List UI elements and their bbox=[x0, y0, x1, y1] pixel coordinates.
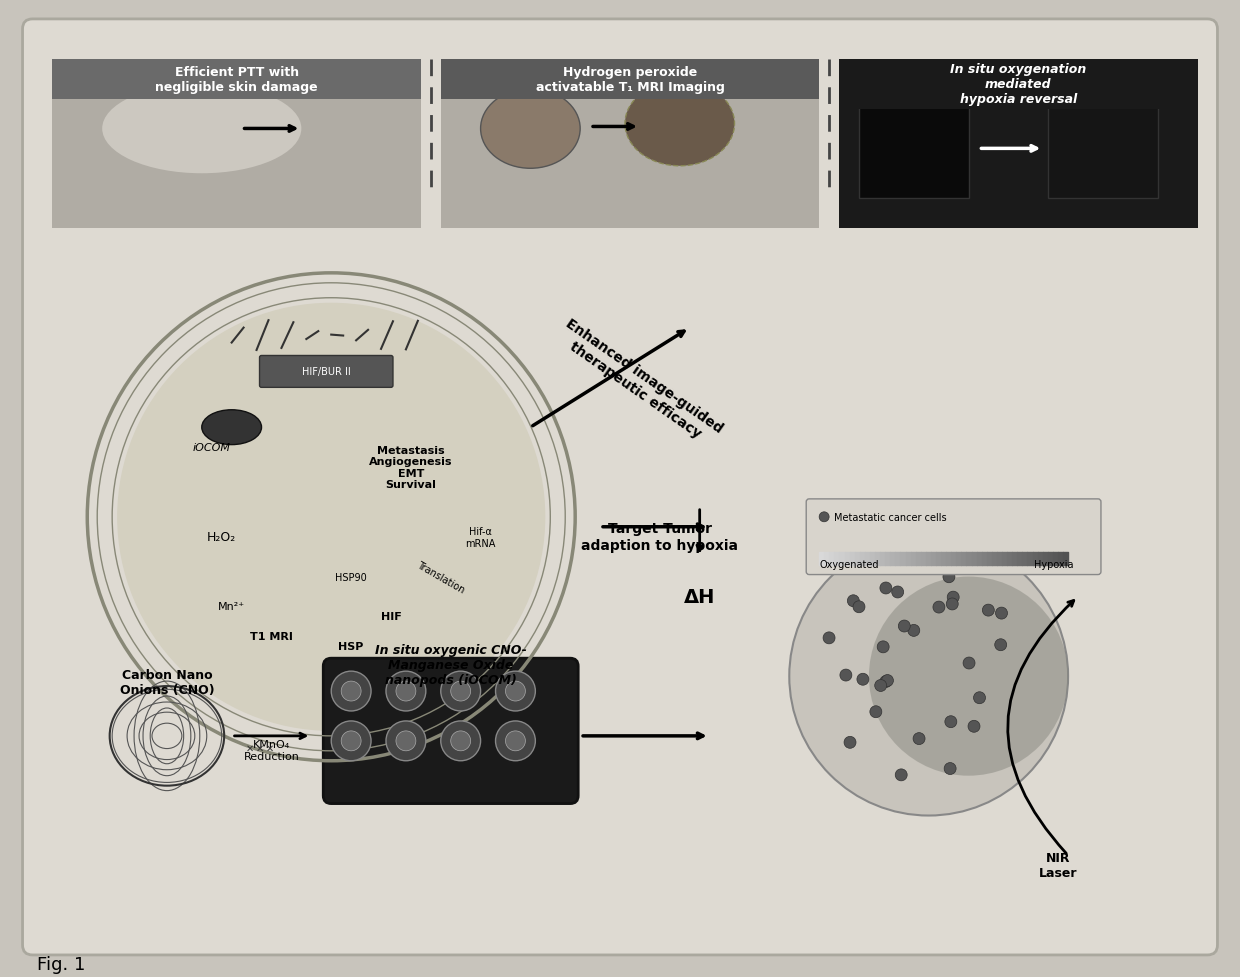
FancyBboxPatch shape bbox=[259, 357, 393, 388]
Circle shape bbox=[892, 586, 904, 598]
Circle shape bbox=[820, 512, 830, 523]
Circle shape bbox=[396, 731, 415, 751]
Circle shape bbox=[870, 706, 882, 718]
Text: HSP90: HSP90 bbox=[335, 572, 367, 582]
Text: Enhanced image-guided
therapeutic efficacy: Enhanced image-guided therapeutic effica… bbox=[554, 317, 725, 449]
Circle shape bbox=[396, 681, 415, 701]
Text: Fig. 1: Fig. 1 bbox=[37, 955, 86, 973]
Text: Hif-α
mRNA: Hif-α mRNA bbox=[465, 527, 496, 548]
Circle shape bbox=[932, 602, 945, 614]
FancyBboxPatch shape bbox=[839, 60, 1198, 229]
Circle shape bbox=[874, 680, 887, 692]
Circle shape bbox=[857, 673, 869, 686]
Circle shape bbox=[944, 763, 956, 775]
Circle shape bbox=[968, 721, 980, 733]
Circle shape bbox=[117, 304, 546, 731]
Circle shape bbox=[996, 608, 1007, 619]
Circle shape bbox=[440, 671, 481, 711]
Text: ✕: ✕ bbox=[265, 743, 274, 753]
Circle shape bbox=[386, 671, 425, 711]
Circle shape bbox=[844, 737, 856, 748]
Text: ✕: ✕ bbox=[246, 743, 254, 753]
Text: HSP: HSP bbox=[339, 642, 363, 652]
FancyBboxPatch shape bbox=[324, 658, 578, 804]
Circle shape bbox=[839, 669, 852, 681]
Circle shape bbox=[913, 733, 925, 744]
Circle shape bbox=[963, 658, 975, 669]
Circle shape bbox=[853, 601, 866, 614]
Text: Hydrogen peroxide
activatable T₁ MRI Imaging: Hydrogen peroxide activatable T₁ MRI Ima… bbox=[536, 65, 724, 94]
Text: Efficient PTT with
negligible skin damage: Efficient PTT with negligible skin damag… bbox=[155, 65, 317, 94]
Ellipse shape bbox=[102, 85, 301, 174]
Text: Carbon Nano
Onions (CNO): Carbon Nano Onions (CNO) bbox=[119, 668, 215, 697]
Circle shape bbox=[877, 641, 889, 654]
Circle shape bbox=[994, 639, 1007, 651]
Circle shape bbox=[942, 572, 955, 583]
FancyBboxPatch shape bbox=[1048, 100, 1158, 199]
FancyBboxPatch shape bbox=[52, 60, 420, 229]
Text: Target Tumor
adaption to hypoxia: Target Tumor adaption to hypoxia bbox=[582, 522, 738, 552]
Text: In situ oxygenation
mediated
hypoxia reversal: In situ oxygenation mediated hypoxia rev… bbox=[950, 64, 1086, 106]
Circle shape bbox=[496, 721, 536, 761]
Circle shape bbox=[496, 671, 536, 711]
Circle shape bbox=[908, 624, 920, 637]
Text: T1 MRI: T1 MRI bbox=[250, 632, 293, 642]
Circle shape bbox=[331, 721, 371, 761]
Circle shape bbox=[341, 731, 361, 751]
Text: H₂O₂: H₂O₂ bbox=[207, 531, 237, 543]
Ellipse shape bbox=[481, 90, 580, 169]
Circle shape bbox=[506, 681, 526, 701]
Circle shape bbox=[440, 721, 481, 761]
Circle shape bbox=[450, 731, 471, 751]
Circle shape bbox=[341, 681, 361, 701]
Text: KMnO₄
Reduction: KMnO₄ Reduction bbox=[243, 740, 299, 761]
FancyBboxPatch shape bbox=[859, 100, 968, 199]
Text: Oxygenated: Oxygenated bbox=[820, 559, 879, 569]
Text: ✕: ✕ bbox=[255, 743, 264, 753]
Circle shape bbox=[946, 598, 959, 611]
Circle shape bbox=[331, 671, 371, 711]
FancyBboxPatch shape bbox=[440, 60, 820, 229]
Circle shape bbox=[450, 681, 471, 701]
Ellipse shape bbox=[202, 410, 262, 446]
Ellipse shape bbox=[625, 82, 734, 167]
FancyBboxPatch shape bbox=[839, 60, 1198, 109]
Circle shape bbox=[895, 769, 908, 781]
Text: HIF: HIF bbox=[381, 612, 402, 621]
Text: Hypoxia: Hypoxia bbox=[1034, 559, 1073, 569]
FancyBboxPatch shape bbox=[440, 60, 820, 100]
Ellipse shape bbox=[790, 537, 1068, 816]
Text: Translation: Translation bbox=[415, 559, 466, 595]
Text: HIF/BUR II: HIF/BUR II bbox=[301, 367, 351, 377]
Circle shape bbox=[882, 675, 893, 687]
Circle shape bbox=[982, 605, 994, 616]
Text: Mn²⁺: Mn²⁺ bbox=[218, 602, 246, 612]
Circle shape bbox=[973, 692, 986, 704]
Circle shape bbox=[847, 595, 859, 607]
Text: NIR
Laser: NIR Laser bbox=[1039, 851, 1078, 879]
Text: iOCOM: iOCOM bbox=[192, 443, 231, 452]
Circle shape bbox=[880, 676, 892, 688]
FancyBboxPatch shape bbox=[806, 499, 1101, 575]
Text: ΔH: ΔH bbox=[684, 587, 715, 607]
Circle shape bbox=[947, 591, 960, 604]
FancyBboxPatch shape bbox=[52, 60, 420, 100]
Text: Metastatic cancer cells: Metastatic cancer cells bbox=[835, 512, 946, 523]
Circle shape bbox=[506, 731, 526, 751]
Text: Metastasis
Angiogenesis
EMT
Survival: Metastasis Angiogenesis EMT Survival bbox=[370, 446, 453, 489]
Circle shape bbox=[823, 632, 835, 644]
Circle shape bbox=[898, 620, 910, 632]
Circle shape bbox=[945, 716, 957, 728]
Ellipse shape bbox=[869, 577, 1068, 776]
Circle shape bbox=[880, 582, 892, 594]
Circle shape bbox=[386, 721, 425, 761]
Text: In situ oxygenic CNO-
Manganese Oxide
nanopods (iOCOM): In situ oxygenic CNO- Manganese Oxide na… bbox=[374, 644, 527, 687]
FancyBboxPatch shape bbox=[22, 20, 1218, 955]
